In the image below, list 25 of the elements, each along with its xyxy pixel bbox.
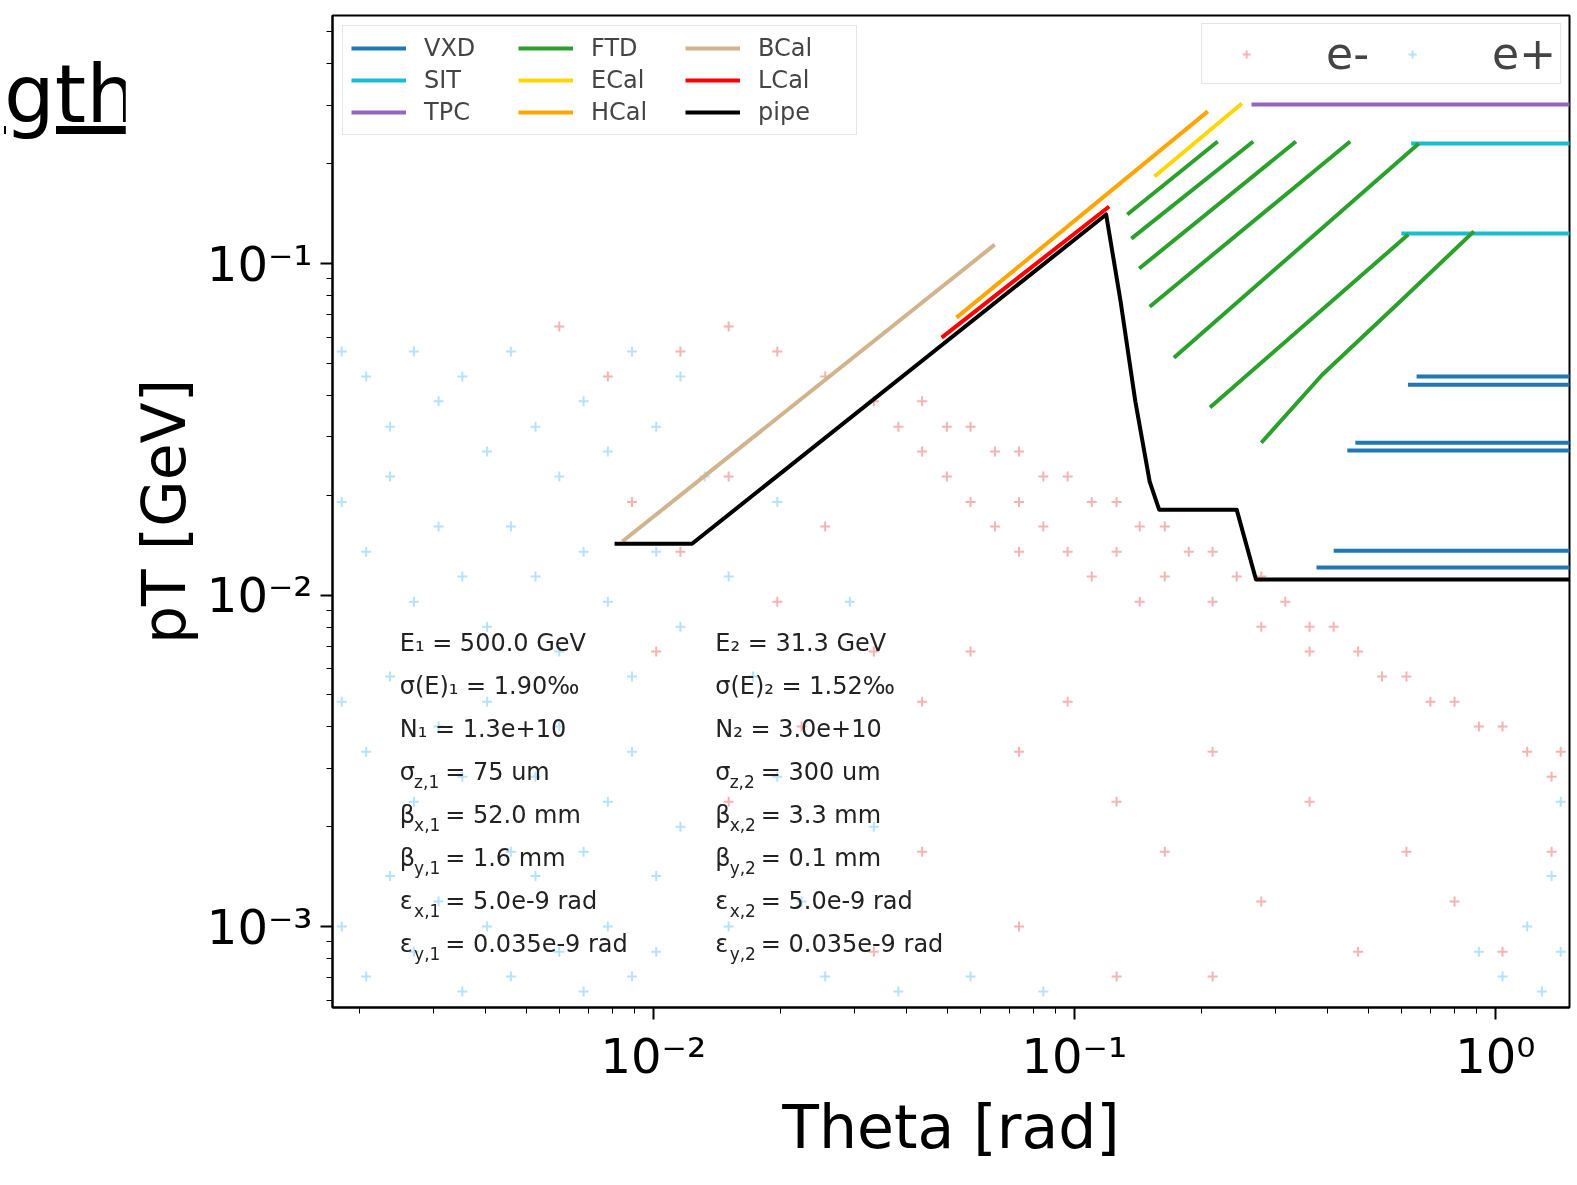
y-tick-label: 10⁻¹ xyxy=(206,235,313,292)
legend-label: BCal xyxy=(758,34,814,62)
x-tick-label: 10⁻² xyxy=(600,1027,707,1084)
annotation: N₁ = 1.3e+10 xyxy=(399,714,567,743)
x-axis-title: Theta [rad] xyxy=(781,1091,1120,1162)
annotation: N₂ = 3.0e+10 xyxy=(715,714,882,743)
annotation: σ(E)₁ = 1.90‰ xyxy=(399,671,580,700)
x-tick-label: 10⁰ xyxy=(1455,1027,1536,1084)
legend-label: ECal xyxy=(591,66,646,94)
annotation: σ(E)₂ = 1.52‰ xyxy=(715,671,895,700)
legend-label: VXD xyxy=(424,34,477,62)
legend-label: e+ xyxy=(1492,28,1556,79)
legend-label: HCal xyxy=(591,98,649,126)
y-tick-label: 10⁻³ xyxy=(206,898,313,955)
legend-label: LCal xyxy=(758,66,811,94)
legend-label: e- xyxy=(1326,28,1370,79)
legend-label: SIT xyxy=(424,66,462,94)
y-axis-title: pT [GeV] xyxy=(128,378,199,645)
annotation: E₂ = 31.3 GeV xyxy=(715,628,887,657)
legend-label: TPC xyxy=(424,98,471,126)
y-tick-label: 10⁻² xyxy=(206,567,313,624)
x-tick-label: 10⁻¹ xyxy=(1021,1027,1128,1084)
legend-label: pipe xyxy=(758,98,811,126)
legend-label: FTD xyxy=(591,34,639,62)
annotation: E₁ = 500.0 GeV xyxy=(399,628,587,657)
